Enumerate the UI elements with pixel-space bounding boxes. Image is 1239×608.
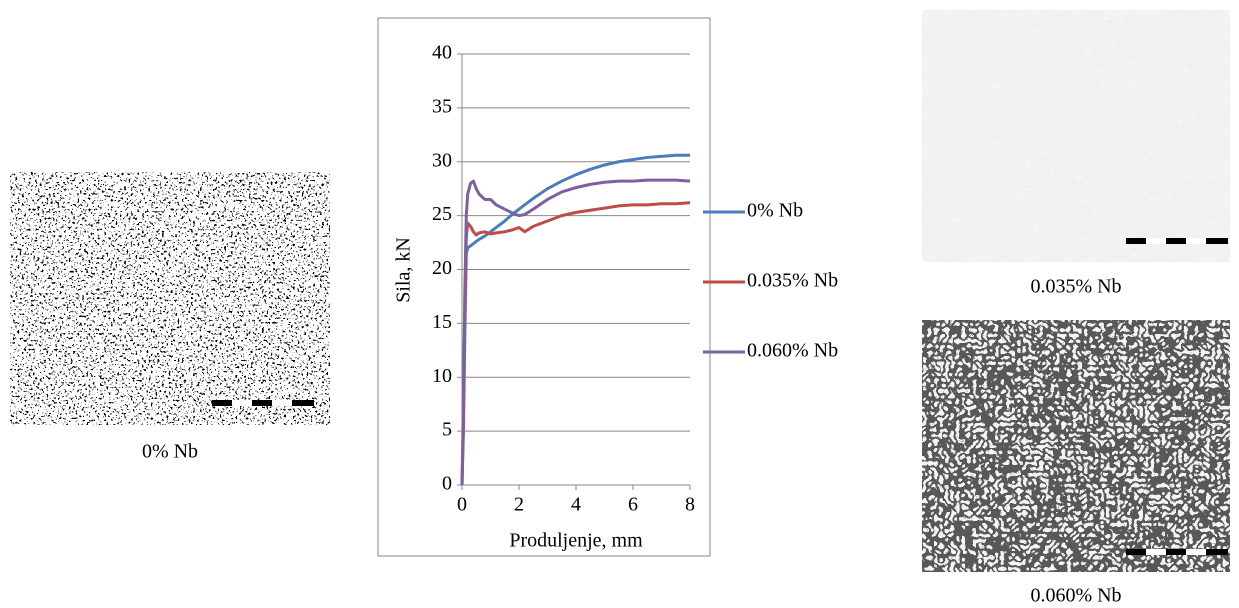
x-tick-label: 4 <box>571 494 581 516</box>
x-tick-label: 6 <box>628 494 638 516</box>
y-tick-label: 5 <box>442 419 452 441</box>
chart-frame <box>377 17 711 557</box>
data-line <box>460 178 691 486</box>
x-axis-label: Produljenje, mm <box>509 530 643 552</box>
micrograph <box>10 172 330 425</box>
y-axis-label: Sila, kN <box>393 237 415 303</box>
x-tick-label: 2 <box>514 494 524 516</box>
y-tick-label: 40 <box>432 42 452 64</box>
legend-label: 0.035% Nb <box>747 270 838 292</box>
data-line <box>460 153 690 486</box>
data-line <box>460 201 691 486</box>
y-tick-label: 15 <box>432 311 452 333</box>
panel-caption: 0.060% Nb <box>1030 585 1121 607</box>
y-tick-label: 20 <box>432 257 452 279</box>
panel-caption: 0% Nb <box>142 441 198 463</box>
y-tick-label: 10 <box>432 365 452 387</box>
x-tick-label: 0 <box>457 494 467 516</box>
micrograph <box>922 320 1230 572</box>
x-tick-label: 8 <box>685 494 695 516</box>
legend-label: 0.060% Nb <box>747 340 838 362</box>
micrograph <box>922 10 1230 262</box>
y-tick-label: 30 <box>432 149 452 171</box>
y-tick-label: 35 <box>432 95 452 117</box>
legend-label: 0% Nb <box>747 200 803 222</box>
y-tick-label: 0 <box>442 473 452 495</box>
y-tick-label: 25 <box>432 203 452 225</box>
chart: 0 5 10 15 20 25 30 35 40 0 2 4 6 8 0% Nb 0.035% Nb 0.060… <box>432 42 838 516</box>
panel-caption: 0.035% Nb <box>1030 276 1121 298</box>
